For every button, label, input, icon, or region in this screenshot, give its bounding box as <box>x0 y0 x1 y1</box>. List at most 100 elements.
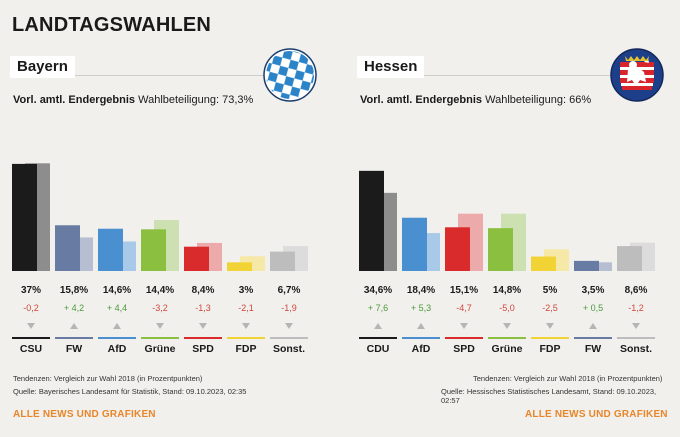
bar-current-sonst <box>270 251 295 271</box>
result-line: Vorl. amtl. Endergebnis Wahlbeteiligung:… <box>360 94 591 106</box>
result-line: Vorl. amtl. Endergebnis Wahlbeteiligung:… <box>13 94 253 106</box>
header-divider <box>357 75 613 76</box>
trend-arrow-icon <box>199 323 207 329</box>
party-label: Grüne <box>145 343 176 355</box>
trend-arrow-icon <box>27 323 35 329</box>
diff-label: -0,2 <box>23 303 39 313</box>
value-label: 8,4% <box>192 285 215 296</box>
all-news-link[interactable]: ALLE NEWS UND GRAFIKEN <box>13 409 156 420</box>
party-label: FDP <box>540 343 561 355</box>
trend-arrow-icon <box>460 323 468 329</box>
value-label: 34,6% <box>364 285 392 296</box>
value-label: 6,7% <box>278 285 301 296</box>
party-label: AfD <box>412 343 431 355</box>
bayern-bar-chart: 37% -0,2 CSU 15,8% + 4,2 FW 14,6% + 4,4 AfD 14,4%… <box>12 163 308 355</box>
value-label: 3% <box>239 285 254 296</box>
party-label: FDP <box>236 343 257 355</box>
bayern-panel: Bayern Vorl. amtl. Endergebnis Wahlbetei… <box>10 48 328 436</box>
footnote-quelle: Quelle: Hessisches Statistisches Landesa… <box>441 387 657 405</box>
party-label: CSU <box>20 343 42 355</box>
bar-current-afd <box>98 228 123 271</box>
party-label: Grüne <box>492 343 523 355</box>
diff-label: -1,9 <box>281 303 297 313</box>
bar-current-fw <box>574 260 599 271</box>
trend-arrow-icon <box>285 323 293 329</box>
diff-label: -1,2 <box>628 303 644 313</box>
all-news-link[interactable]: ALLE NEWS UND GRAFIKEN <box>525 409 668 420</box>
party-label: FW <box>66 343 82 355</box>
trend-arrow-icon <box>374 323 382 329</box>
page-title: LANDTAGSWAHLEN <box>12 14 212 36</box>
diff-label: -1,3 <box>195 303 211 313</box>
bar-current-fdp <box>531 256 556 271</box>
trend-arrow-icon <box>113 323 121 329</box>
diff-label: + 0,5 <box>583 303 603 313</box>
value-label: 14,8% <box>493 285 521 296</box>
diff-label: -2,1 <box>238 303 254 313</box>
value-label: 3,5% <box>582 285 605 296</box>
party-color-line <box>488 337 526 339</box>
value-label: 18,4% <box>407 285 435 296</box>
turnout: Wahlbeteiligung: 66% <box>485 94 592 106</box>
bar-current-fw <box>55 225 80 271</box>
party-color-line <box>184 337 222 339</box>
trend-arrow-icon <box>546 323 554 329</box>
trend-arrow-icon <box>589 323 597 329</box>
party-label: Sonst. <box>273 343 305 355</box>
state-label: Hessen <box>357 56 425 78</box>
hessen-chart: 34,6% + 7,6 CDU 18,4% + 5,3 AfD 15,1% -4,7 SPD 14… <box>357 56 675 361</box>
result-label: Vorl. amtl. Endergebnis <box>13 94 136 106</box>
diff-label: + 7,6 <box>368 303 388 313</box>
value-label: 8,6% <box>625 285 648 296</box>
party-label: FW <box>585 343 601 355</box>
diff-label: -4,7 <box>456 303 472 313</box>
state-label: Bayern <box>10 56 75 78</box>
value-label: 15,8% <box>60 285 88 296</box>
trend-arrow-icon <box>503 323 511 329</box>
bar-previous-fw <box>587 262 612 271</box>
bar-current-afd <box>402 217 427 271</box>
party-color-line <box>227 337 265 339</box>
footnote-tendenzen: Tendenzen: Vergleich zur Wahl 2018 (in P… <box>13 374 203 383</box>
trend-arrow-icon <box>417 323 425 329</box>
value-label: 14,6% <box>103 285 131 296</box>
party-color-line <box>12 337 50 339</box>
party-color-line <box>574 337 612 339</box>
diff-label: + 4,4 <box>107 303 127 313</box>
turnout: Wahlbeteiligung: 73,3% <box>138 94 254 106</box>
header-divider <box>10 75 272 76</box>
value-label: 15,1% <box>450 285 478 296</box>
bar-current-csu <box>12 163 37 271</box>
hessen-lion-crest-icon <box>610 48 664 102</box>
party-label: Sonst. <box>620 343 652 355</box>
party-label: SPD <box>453 343 475 355</box>
bar-current-spd <box>184 246 209 271</box>
party-color-line <box>359 337 397 339</box>
bar-current-sonst <box>617 246 642 271</box>
value-label: 5% <box>543 285 558 296</box>
trend-arrow-icon <box>632 323 640 329</box>
party-label: SPD <box>192 343 214 355</box>
diff-label: + 4,2 <box>64 303 84 313</box>
party-color-line <box>617 337 655 339</box>
bar-current-fdp <box>227 262 252 271</box>
party-color-line <box>270 337 308 339</box>
party-label: CDU <box>367 343 390 355</box>
diff-label: + 5,3 <box>411 303 431 313</box>
footnote-tendenzen: Tendenzen: Vergleich zur Wahl 2018 (in P… <box>473 374 663 383</box>
trend-arrow-icon <box>156 323 164 329</box>
result-label: Vorl. amtl. Endergebnis <box>360 94 483 106</box>
hessen-bar-chart: 34,6% + 7,6 CDU 18,4% + 5,3 AfD 15,1% -4,7 SPD 14… <box>359 170 655 355</box>
diff-label: -2,5 <box>542 303 558 313</box>
party-color-line <box>531 337 569 339</box>
bar-current-spd <box>445 227 470 271</box>
bar-current-cdu <box>359 170 384 271</box>
diff-label: -3,2 <box>152 303 168 313</box>
party-label: AfD <box>108 343 127 355</box>
trend-arrow-icon <box>242 323 250 329</box>
value-label: 37% <box>21 285 41 296</box>
bayern-chart: 37% -0,2 CSU 15,8% + 4,2 FW 14,6% + 4,4 AfD 14,4%… <box>10 56 328 361</box>
party-color-line <box>402 337 440 339</box>
party-color-line <box>55 337 93 339</box>
party-color-line <box>98 337 136 339</box>
